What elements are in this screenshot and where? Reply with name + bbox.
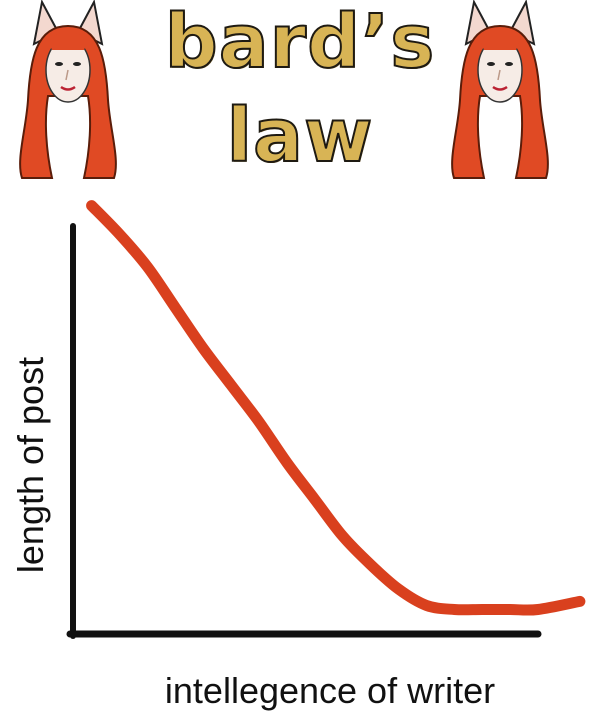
data-point-5 bbox=[226, 380, 236, 390]
fox-eared-woman-icon bbox=[19, 0, 117, 179]
x-axis-label: intellegence of writer bbox=[164, 670, 496, 711]
data-point-0 bbox=[87, 201, 97, 211]
data-point-14 bbox=[477, 605, 487, 615]
series-line bbox=[86, 200, 586, 616]
data-point-13 bbox=[449, 605, 459, 615]
data-point-11 bbox=[394, 584, 404, 594]
data-point-12 bbox=[421, 600, 431, 610]
chart-title-line-1: bard’s bbox=[164, 0, 436, 85]
data-point-4 bbox=[198, 343, 208, 353]
data-point-10 bbox=[366, 560, 376, 570]
data-point-9 bbox=[338, 531, 348, 541]
data-point-3 bbox=[170, 303, 180, 313]
y-axis-label-wrap: length of post bbox=[5, 320, 57, 610]
data-point-1 bbox=[115, 229, 125, 239]
data-point-17 bbox=[575, 596, 585, 606]
data-point-6 bbox=[254, 417, 264, 427]
data-point-8 bbox=[310, 494, 320, 504]
chart-title-line-2: law bbox=[226, 93, 374, 179]
data-point-15 bbox=[505, 605, 515, 615]
data-point-7 bbox=[282, 458, 292, 468]
y-axis-label: length of post bbox=[10, 356, 52, 574]
fox-eared-woman-icon bbox=[451, 0, 549, 179]
data-point-16 bbox=[533, 605, 543, 615]
data-point-2 bbox=[142, 262, 152, 272]
